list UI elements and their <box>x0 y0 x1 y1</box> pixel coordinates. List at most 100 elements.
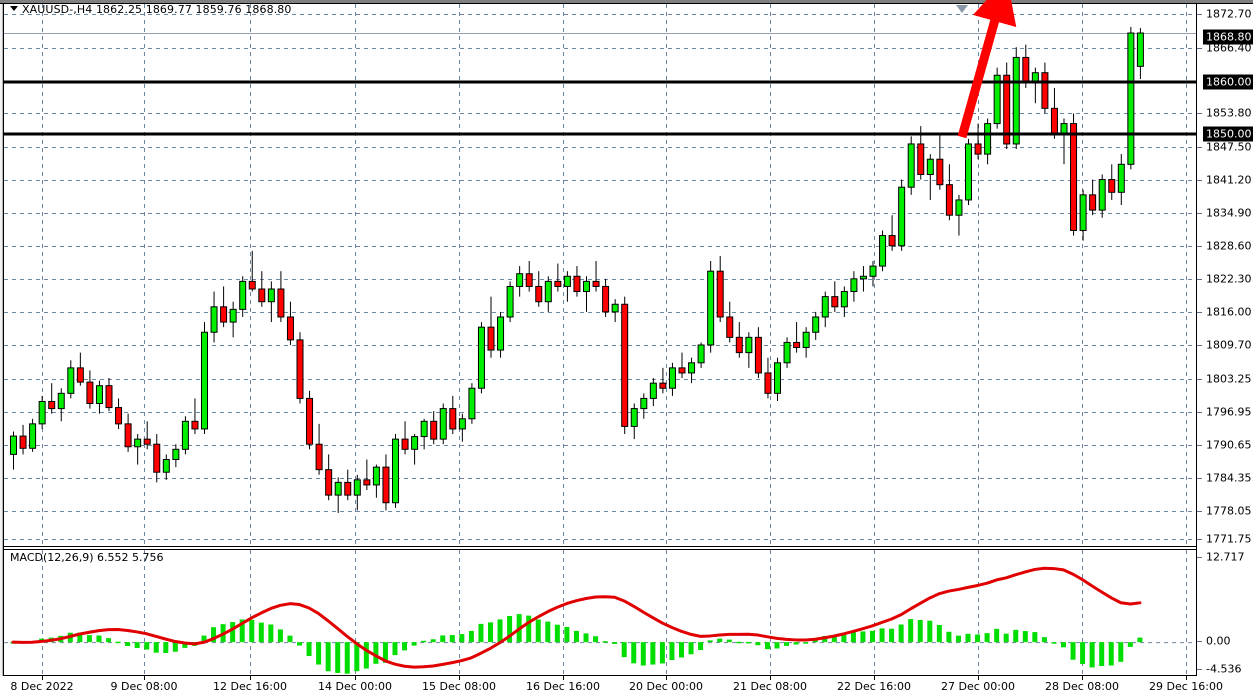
macd-bar <box>1022 631 1028 643</box>
macd-bar <box>459 634 465 643</box>
candle <box>955 199 963 216</box>
macd-bar <box>736 641 742 644</box>
macd-bar <box>449 635 455 643</box>
macd-bar <box>535 619 541 643</box>
time-tick <box>978 676 979 680</box>
price-axis[interactable]: 1872.70 1868.80 1866.40 1860.00 1853.80 1850.… <box>1197 4 1253 676</box>
time-tick <box>666 676 667 680</box>
macd-bar <box>870 630 875 643</box>
chevron-down-icon[interactable] <box>10 6 18 11</box>
candle <box>678 367 686 374</box>
candle <box>697 344 705 364</box>
macd-bar <box>1051 642 1057 644</box>
price-label: 1790.65 <box>1206 438 1252 452</box>
plot-bottom-border <box>3 675 1197 676</box>
macd-bar <box>182 642 188 648</box>
candle <box>812 316 820 333</box>
macd-bar <box>1118 642 1124 662</box>
macd-bar <box>306 642 312 657</box>
macd-bar <box>688 642 694 655</box>
macd-bar <box>764 642 770 650</box>
macd-bar <box>96 635 102 643</box>
price-chart-svg <box>4 4 1196 546</box>
macd-bar <box>421 640 427 643</box>
macd-bar <box>612 642 618 644</box>
price-label: 1822.30 <box>1206 272 1252 286</box>
macd-bar <box>354 642 360 672</box>
candle <box>420 420 428 438</box>
price-label-highlighted: 1850.00 <box>1203 126 1253 142</box>
symbol-header[interactable]: XAUUSD-,H4 1862.25 1869.77 1859.76 1868.… <box>10 3 292 16</box>
time-tick <box>144 676 145 680</box>
macd-bar <box>488 622 493 643</box>
candle <box>1060 123 1068 135</box>
price-label: 1866.40 <box>1206 41 1252 55</box>
candle <box>525 273 533 287</box>
time-label: 27 Dec 00:00 <box>941 680 1015 693</box>
macd-bar <box>726 639 732 643</box>
candle <box>57 392 65 410</box>
macd-bar <box>755 642 761 646</box>
macd-header[interactable]: MACD(12,26,9) 6.552 5.756 <box>10 551 164 564</box>
candle <box>401 438 409 450</box>
macd-bar <box>593 636 599 643</box>
candle <box>382 466 390 504</box>
candle <box>1108 179 1116 193</box>
window-top-bar <box>0 0 1253 3</box>
candle <box>10 435 17 455</box>
macd-bar <box>803 642 809 644</box>
candle <box>573 275 581 293</box>
candle <box>411 436 419 450</box>
time-axis[interactable]: 8 Dec 2022 9 Dec 08:00 12 Dec 16:00 14 Dec … <box>4 676 1223 700</box>
candle <box>95 385 103 405</box>
candle <box>630 408 638 427</box>
candle <box>707 270 715 346</box>
macd-bar <box>831 635 837 643</box>
macd-bar <box>850 632 856 643</box>
candle <box>783 341 791 364</box>
macd-bar <box>1099 642 1105 667</box>
candle <box>134 438 142 448</box>
axis-tick <box>1197 412 1202 413</box>
price-label: 1784.35 <box>1206 471 1252 485</box>
candle <box>468 387 476 420</box>
candle <box>554 280 562 287</box>
candle <box>430 420 438 440</box>
macd-bar <box>640 642 646 666</box>
candle <box>1070 123 1078 231</box>
macd-bar <box>908 619 914 643</box>
candle <box>621 303 629 427</box>
candle <box>267 288 275 303</box>
macd-bar <box>860 631 866 643</box>
macd-bar <box>249 619 255 643</box>
macd-bar <box>1080 642 1086 664</box>
candle <box>353 479 361 496</box>
price-chart-panel[interactable] <box>4 4 1196 546</box>
candle <box>325 469 333 496</box>
axis-tick <box>1197 669 1202 670</box>
candle <box>1098 179 1106 211</box>
candle <box>334 481 342 496</box>
macd-bar <box>679 642 684 658</box>
candle <box>659 382 667 389</box>
macd-bar <box>258 622 264 643</box>
candle <box>764 372 772 394</box>
candle <box>124 423 132 448</box>
macd-bar <box>1041 637 1047 643</box>
candle <box>583 280 590 293</box>
time-label: 9 Dec 08:00 <box>110 680 178 693</box>
macd-bar <box>965 633 971 643</box>
candle <box>115 407 123 425</box>
time-label: 21 Dec 08:00 <box>733 680 807 693</box>
candle <box>439 408 447 440</box>
time-label: 28 Dec 08:00 <box>1045 680 1119 693</box>
candle <box>831 296 839 308</box>
axis-tick <box>1197 379 1202 380</box>
time-tick <box>250 676 251 680</box>
price-label-highlighted: 1860.00 <box>1203 74 1253 90</box>
plot-left-border <box>3 4 4 676</box>
candle <box>936 158 944 186</box>
time-tick <box>42 676 43 680</box>
macd-indicator-panel[interactable] <box>4 550 1196 675</box>
macd-bar <box>507 615 513 643</box>
